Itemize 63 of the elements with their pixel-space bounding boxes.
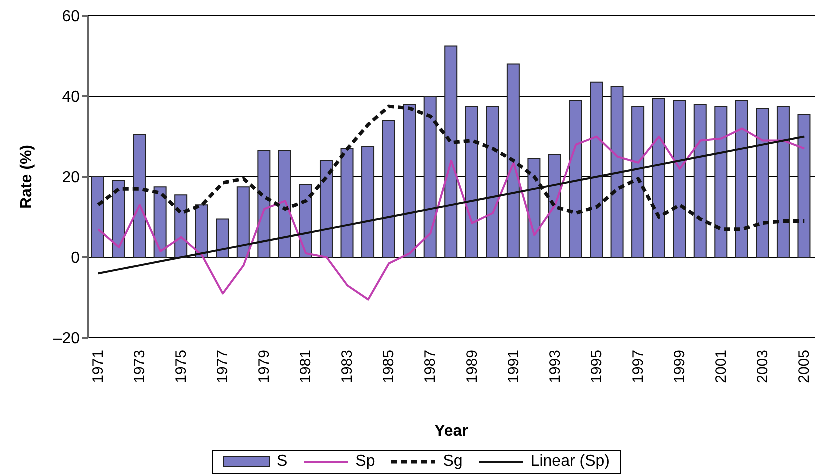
bar (548, 154, 562, 258)
bar (216, 218, 230, 258)
x-tick-label: 1991 (505, 350, 522, 384)
x-tick-label: 1993 (546, 350, 564, 384)
bar (278, 150, 292, 258)
bar (652, 98, 666, 258)
bar (258, 150, 271, 258)
bar (236, 186, 250, 258)
bar (403, 104, 416, 258)
bar (340, 148, 354, 258)
bar (362, 146, 375, 258)
x-tick-label: 2005 (796, 350, 814, 384)
x-tick-label: 1979 (256, 350, 274, 384)
x-tick-label: 1981 (298, 350, 315, 384)
legend-label: Sg (443, 453, 463, 471)
bar (673, 100, 686, 258)
x-tick-label: 1997 (630, 350, 647, 384)
y-axis-title: Rate (%) (18, 144, 36, 210)
x-tick-label: 1971 (90, 350, 107, 384)
bar (195, 204, 208, 258)
x-axis-title: Year (434, 423, 468, 440)
bar (610, 86, 624, 258)
bar (486, 106, 500, 258)
bar (92, 176, 104, 258)
line-series (97, 128, 806, 301)
bar (465, 106, 478, 258)
x-tick-label: 1975 (172, 350, 190, 384)
x-tick-label: 2003 (754, 350, 772, 384)
y-tick-label: 40 (62, 89, 80, 106)
bar (735, 100, 748, 258)
bar (569, 100, 582, 258)
bar (694, 104, 707, 258)
legend-label: S (277, 453, 288, 471)
x-tick-label: 2001 (713, 350, 730, 384)
bar (174, 194, 188, 258)
y-tick-label: 20 (62, 170, 80, 187)
bar (756, 108, 770, 258)
bar (506, 64, 520, 258)
bar (798, 114, 811, 258)
bar (444, 46, 458, 258)
bar (776, 106, 790, 258)
x-tick-label: 1989 (464, 350, 481, 384)
x-tick-label: 1983 (339, 350, 356, 384)
bar (320, 160, 333, 258)
bar (714, 106, 728, 258)
legend-label: Linear (Sp) (530, 453, 610, 471)
y-tick-label: 60 (62, 8, 80, 26)
x-tick-label: 1999 (671, 350, 688, 384)
bar (112, 180, 126, 258)
y-tick-label: 0 (71, 250, 80, 268)
bar (424, 96, 437, 258)
bar (154, 186, 167, 258)
y-tick-label: –20 (53, 330, 80, 348)
x-tick-label: 1985 (380, 350, 398, 384)
x-tick-label: 1987 (422, 350, 440, 384)
bar (632, 106, 645, 258)
x-tick-label: 1977 (214, 350, 232, 384)
legend-label: Sp (356, 453, 376, 471)
bar (382, 120, 396, 258)
bar (590, 82, 604, 258)
x-tick-label: 1995 (588, 350, 606, 384)
x-tick-label: 1973 (131, 350, 148, 384)
bar (133, 134, 146, 258)
